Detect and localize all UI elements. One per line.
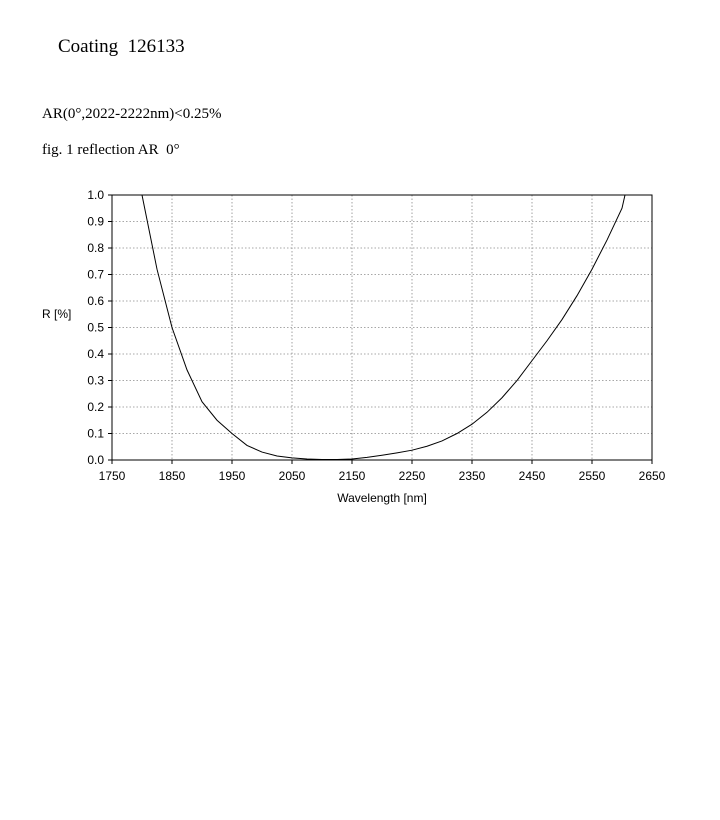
x-tick-label: 2350	[459, 469, 486, 483]
x-tick-label: 2550	[579, 469, 606, 483]
axis-ticks: 1750 1850 1950 2050 2150 2250 2350 2450 2550 2650…	[87, 188, 665, 483]
y-tick-label: 0.5	[87, 321, 104, 335]
y-axis-label: R [%]	[42, 307, 71, 321]
y-tick-label: 0.7	[87, 268, 104, 282]
reflection-chart: 1750 1850 1950 2050 2150 2250 2350 2450 2550 2650…	[42, 188, 666, 505]
chart-grid	[112, 195, 652, 460]
x-tick-label: 1850	[159, 469, 186, 483]
page-title: Coating 126133	[58, 36, 185, 57]
y-tick-label: 0.1	[87, 427, 104, 441]
x-tick-label: 2650	[639, 469, 666, 483]
y-tick-label: 0.4	[87, 347, 104, 361]
y-tick-label: 1.0	[87, 188, 104, 202]
x-tick-label: 2250	[399, 469, 426, 483]
x-tick-label: 2450	[519, 469, 546, 483]
y-tick-label: 0.9	[87, 215, 104, 229]
x-tick-label: 2150	[339, 469, 366, 483]
reflection-curve	[141, 194, 626, 460]
y-tick-label: 0.3	[87, 374, 104, 388]
y-tick-label: 0.6	[87, 294, 104, 308]
x-tick-label: 2050	[279, 469, 306, 483]
coating-spec: AR(0°,2022-2222nm)<0.25%	[42, 106, 222, 122]
y-tick-label: 0.8	[87, 241, 104, 255]
y-tick-label: 0.2	[87, 400, 104, 414]
x-axis-label: Wavelength [nm]	[337, 491, 427, 505]
y-tick-label: 0.0	[87, 453, 104, 467]
x-tick-label: 1950	[219, 469, 246, 483]
x-tick-label: 1750	[99, 469, 126, 483]
figure-caption: fig. 1 reflection AR 0°	[42, 142, 180, 158]
